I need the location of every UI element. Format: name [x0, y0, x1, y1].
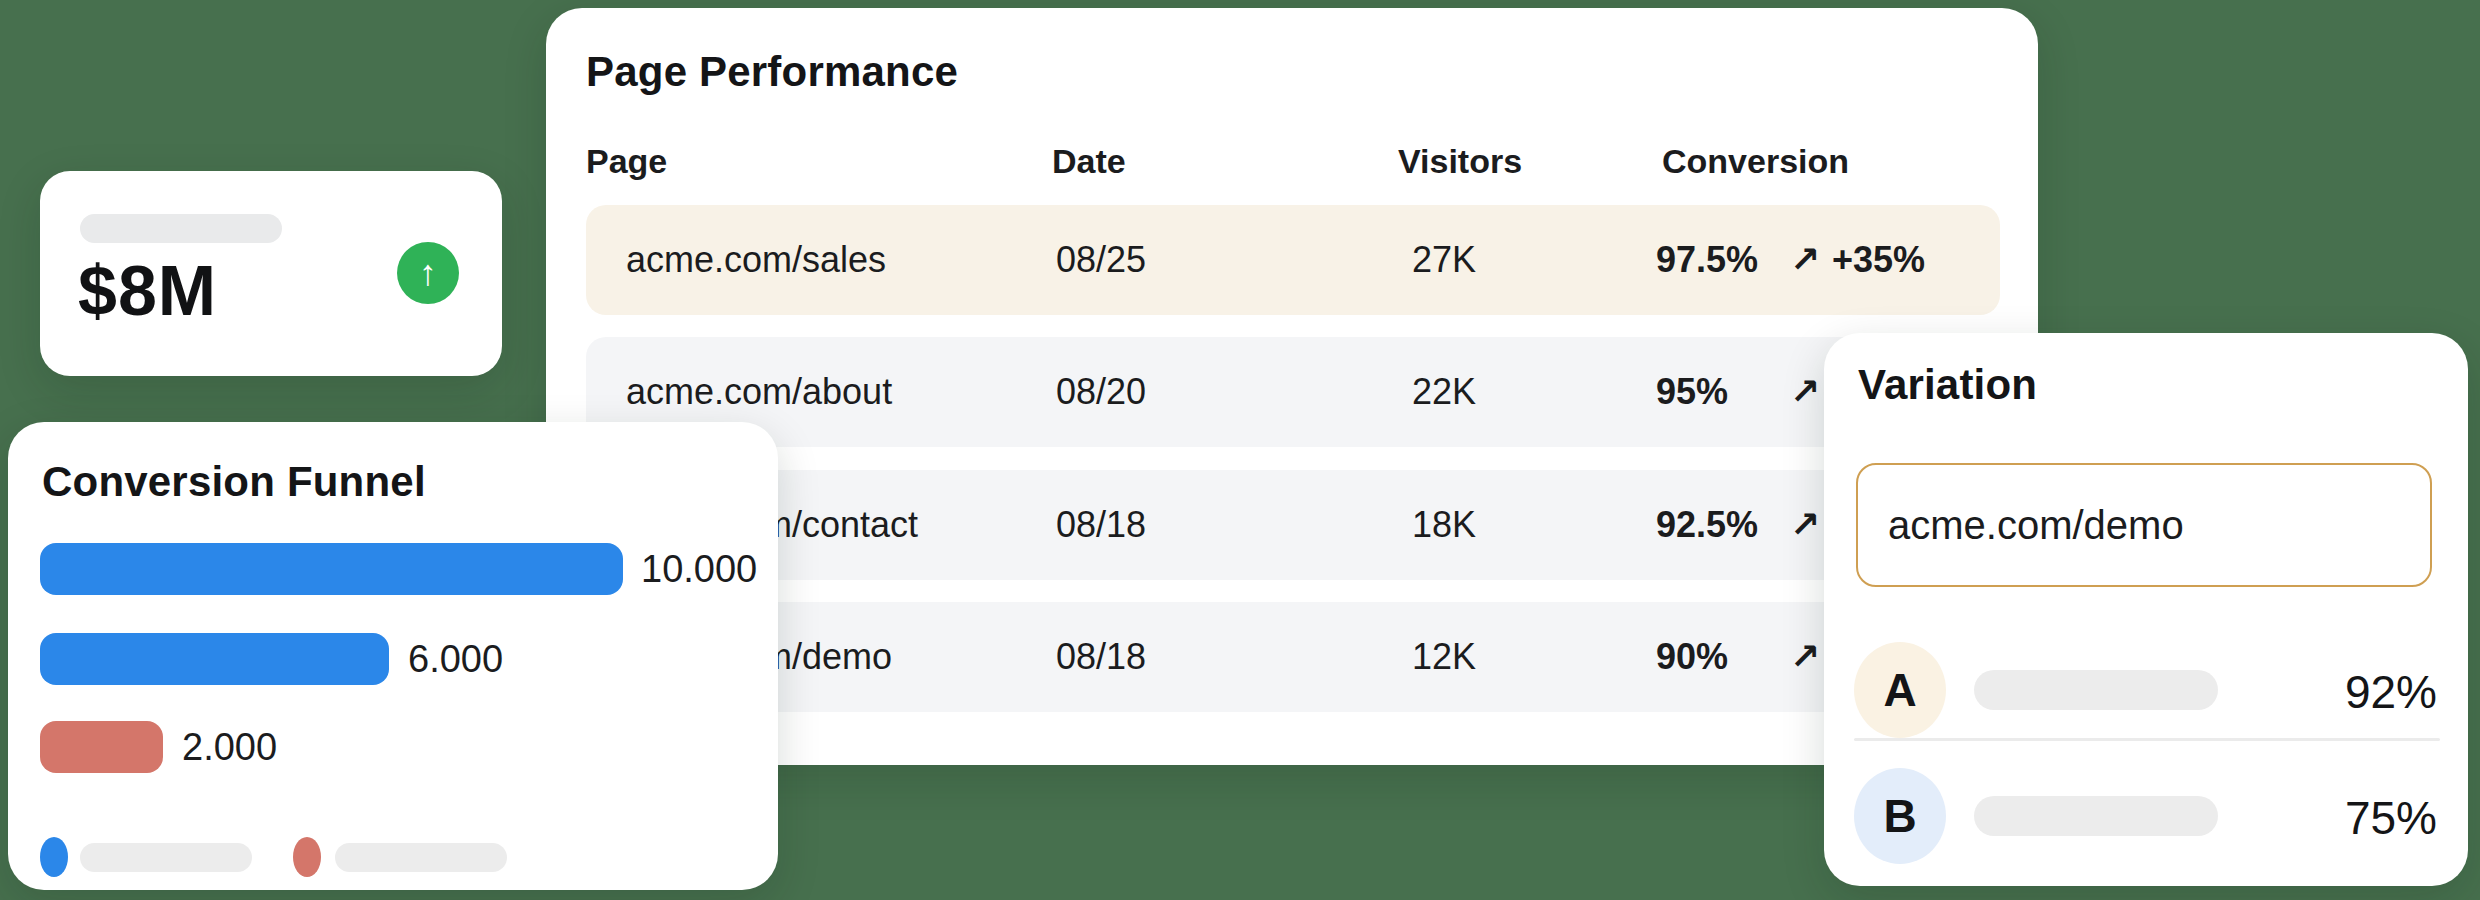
- variant-b-placeholder-bar: [1974, 796, 2218, 836]
- visitors-cell: 27K: [1412, 205, 1476, 315]
- revenue-stat-card: $8M ↑: [40, 171, 502, 376]
- label-placeholder-bar: [80, 214, 282, 243]
- variation-card: Variation A 92% B 75%: [1824, 333, 2468, 886]
- legend-label-placeholder: [335, 843, 507, 872]
- variation-title: Variation: [1858, 361, 2037, 409]
- legend-label-placeholder: [80, 843, 252, 872]
- legend-dot-red: [293, 837, 321, 877]
- variant-a-value: 92%: [2345, 665, 2437, 719]
- variant-b-letter: B: [1883, 789, 1916, 843]
- trend-up-arrow-icon: ↗: [1790, 470, 1820, 580]
- table-row[interactable]: acme.com/demo 08/18 12K 90% ↗: [586, 602, 2000, 712]
- funnel-bar-1[interactable]: [40, 543, 623, 595]
- arrow-up-icon: ↑: [419, 252, 437, 294]
- variant-a-letter: A: [1883, 663, 1916, 717]
- variant-a-badge: A: [1854, 642, 1946, 738]
- funnel-bar-2[interactable]: [40, 633, 389, 685]
- column-header-page: Page: [586, 142, 667, 181]
- date-cell: 08/18: [1056, 470, 1146, 580]
- conversion-cell: 97.5%: [1656, 205, 1758, 315]
- growth-bubble[interactable]: ↑: [397, 242, 459, 304]
- trend-up-arrow-icon: ↗: [1790, 337, 1820, 447]
- funnel-bar-3[interactable]: [40, 721, 163, 773]
- dashboard-canvas: Page Performance Page Date Visitors Conv…: [0, 0, 2480, 900]
- visitors-cell: 18K: [1412, 470, 1476, 580]
- conversion-funnel-card: Conversion Funnel 10.000 6.000 2.000: [8, 422, 778, 890]
- column-header-date: Date: [1052, 142, 1126, 181]
- conversion-cell: 92.5%: [1656, 470, 1758, 580]
- variant-a-placeholder-bar: [1974, 670, 2218, 710]
- column-header-conversion: Conversion: [1662, 142, 1849, 181]
- date-cell: 08/18: [1056, 602, 1146, 712]
- table-row[interactable]: acme.com/about 08/20 22K 95% ↗: [586, 337, 2000, 447]
- visitors-cell: 12K: [1412, 602, 1476, 712]
- conversion-cell: 95%: [1656, 337, 1728, 447]
- trend-up-arrow-icon: ↗: [1790, 602, 1820, 712]
- funnel-bar-1-label: 10.000: [641, 543, 757, 595]
- table-row[interactable]: acme.com/contact 08/18 18K 92.5% ↗: [586, 470, 2000, 580]
- trend-value: +35%: [1832, 205, 1925, 315]
- page-cell: acme.com/sales: [626, 205, 886, 315]
- variation-url-input[interactable]: [1856, 463, 2432, 587]
- funnel-bar-3-label: 2.000: [182, 721, 277, 773]
- page-performance-title: Page Performance: [586, 48, 958, 96]
- table-row[interactable]: acme.com/sales 08/25 27K 97.5% ↗ +35%: [586, 205, 2000, 315]
- legend-dot-blue: [40, 837, 68, 877]
- variant-b-badge: B: [1854, 768, 1946, 864]
- divider: [1854, 738, 2440, 741]
- conversion-funnel-title: Conversion Funnel: [42, 458, 426, 506]
- conversion-cell: 90%: [1656, 602, 1728, 712]
- funnel-bar-2-label: 6.000: [408, 633, 503, 685]
- trend-up-arrow-icon: ↗: [1790, 205, 1820, 315]
- date-cell: 08/20: [1056, 337, 1146, 447]
- column-header-visitors: Visitors: [1398, 142, 1522, 181]
- variant-b-value: 75%: [2345, 791, 2437, 845]
- date-cell: 08/25: [1056, 205, 1146, 315]
- visitors-cell: 22K: [1412, 337, 1476, 447]
- revenue-value: $8M: [78, 251, 217, 331]
